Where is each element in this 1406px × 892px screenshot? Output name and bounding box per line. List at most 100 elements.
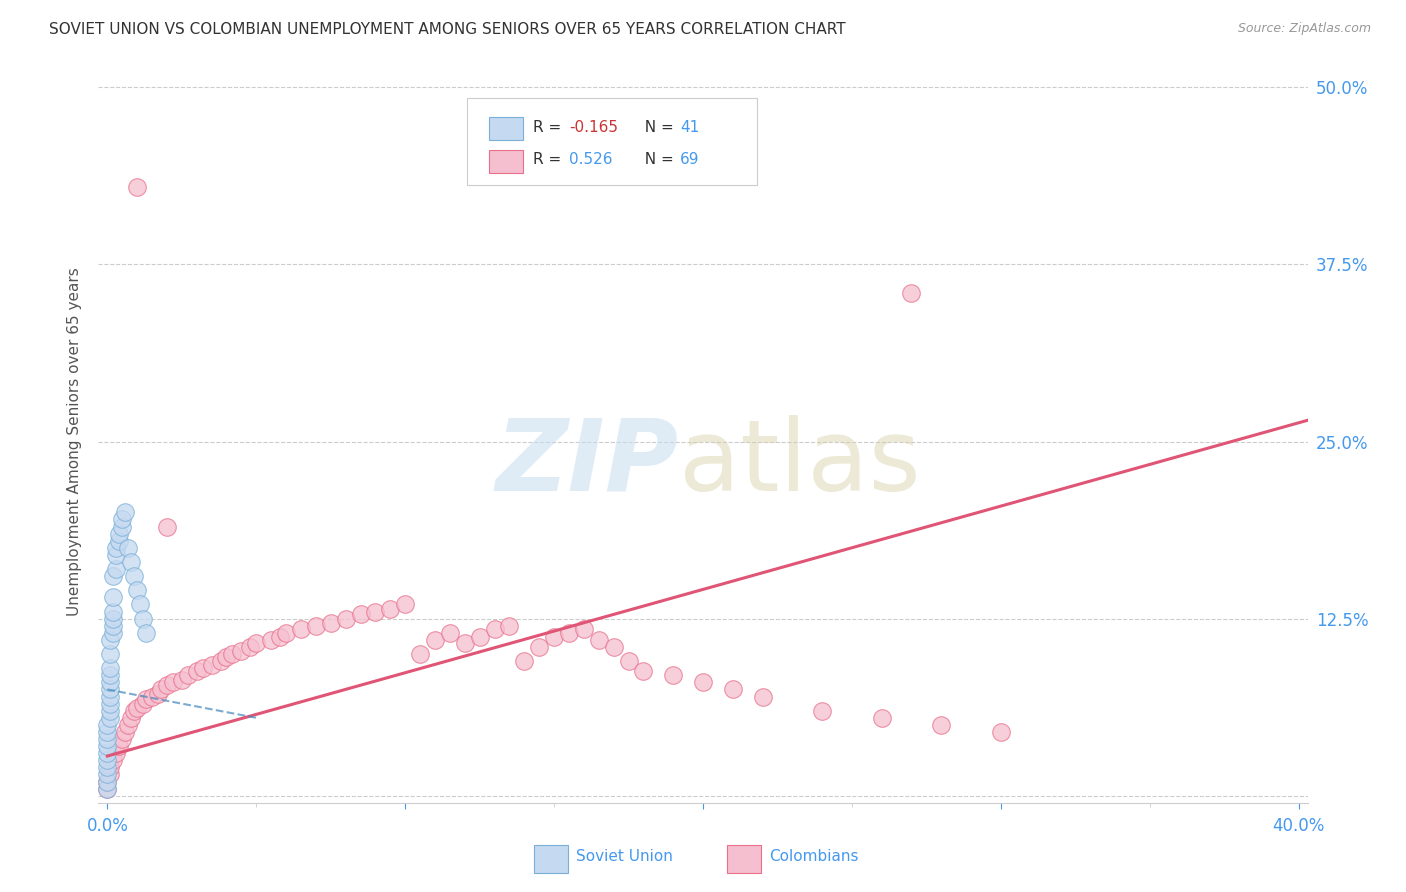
Text: Soviet Union: Soviet Union — [576, 849, 673, 864]
Point — [96, 760, 118, 774]
Point — [170, 673, 193, 687]
Point — [96, 732, 118, 747]
Point — [141, 690, 163, 704]
Text: -0.165: -0.165 — [569, 120, 617, 135]
Point — [96, 753, 118, 767]
Point — [454, 636, 477, 650]
Point — [186, 664, 208, 678]
Point — [513, 654, 536, 668]
Point — [127, 583, 149, 598]
Point — [200, 658, 222, 673]
Point — [98, 661, 121, 675]
Point — [811, 704, 834, 718]
Point — [751, 690, 773, 704]
Point — [105, 562, 128, 576]
Point — [98, 675, 121, 690]
Text: Colombians: Colombians — [769, 849, 859, 864]
Point — [96, 774, 118, 789]
FancyBboxPatch shape — [534, 846, 568, 873]
Point — [602, 640, 624, 654]
Point — [156, 678, 179, 692]
Point — [527, 640, 550, 654]
Point — [114, 505, 136, 519]
Point — [105, 548, 128, 562]
Text: N =: N = — [636, 153, 679, 168]
Point — [98, 682, 121, 697]
Text: N =: N = — [636, 120, 679, 135]
Point — [103, 618, 125, 632]
Point — [319, 615, 342, 630]
Point — [423, 632, 446, 647]
Point — [127, 701, 149, 715]
Point — [98, 647, 121, 661]
FancyBboxPatch shape — [489, 117, 523, 140]
Point — [662, 668, 685, 682]
Point — [103, 569, 125, 583]
Point — [98, 711, 121, 725]
Point — [146, 687, 169, 701]
Point — [122, 569, 145, 583]
Point — [239, 640, 262, 654]
Point — [290, 622, 312, 636]
Point — [103, 591, 125, 605]
Point — [111, 732, 134, 747]
Point — [191, 661, 214, 675]
Point — [149, 682, 172, 697]
Point — [498, 618, 520, 632]
Point — [111, 519, 134, 533]
Point — [215, 649, 238, 664]
Point — [900, 285, 922, 300]
Point — [572, 622, 595, 636]
Point — [108, 533, 131, 548]
Point — [260, 632, 283, 647]
Text: 41: 41 — [681, 120, 699, 135]
Point — [721, 682, 744, 697]
Point — [114, 725, 136, 739]
Text: R =: R = — [533, 153, 565, 168]
Point — [105, 746, 128, 760]
Point — [870, 711, 893, 725]
Point — [98, 668, 121, 682]
Point — [929, 718, 952, 732]
Point — [103, 625, 125, 640]
Text: SOVIET UNION VS COLOMBIAN UNEMPLOYMENT AMONG SENIORS OVER 65 YEARS CORRELATION C: SOVIET UNION VS COLOMBIAN UNEMPLOYMENT A… — [49, 22, 846, 37]
FancyBboxPatch shape — [727, 846, 761, 873]
Y-axis label: Unemployment Among Seniors over 65 years: Unemployment Among Seniors over 65 years — [67, 268, 83, 615]
Point — [117, 718, 139, 732]
Point — [269, 630, 291, 644]
Point — [96, 746, 118, 760]
Point — [558, 625, 581, 640]
Point — [98, 697, 121, 711]
Point — [245, 636, 267, 650]
Point — [439, 625, 461, 640]
Point — [98, 704, 121, 718]
Point — [394, 598, 416, 612]
Point — [98, 632, 121, 647]
Point — [120, 711, 142, 725]
Point — [96, 774, 118, 789]
Point — [156, 519, 179, 533]
Point — [117, 541, 139, 555]
Point — [96, 781, 118, 796]
Point — [692, 675, 714, 690]
Point — [98, 767, 121, 781]
Point — [105, 541, 128, 555]
Point — [111, 512, 134, 526]
Point — [98, 760, 121, 774]
FancyBboxPatch shape — [489, 150, 523, 173]
Point — [162, 675, 184, 690]
Point — [108, 526, 131, 541]
Point — [122, 704, 145, 718]
Point — [617, 654, 640, 668]
Point — [96, 725, 118, 739]
Point — [349, 607, 371, 622]
Text: 0.526: 0.526 — [569, 153, 612, 168]
Point — [103, 612, 125, 626]
FancyBboxPatch shape — [467, 98, 758, 185]
Point — [274, 625, 297, 640]
Point — [96, 781, 118, 796]
Point — [484, 622, 506, 636]
Point — [409, 647, 432, 661]
Text: 69: 69 — [681, 153, 700, 168]
Point — [305, 618, 328, 632]
